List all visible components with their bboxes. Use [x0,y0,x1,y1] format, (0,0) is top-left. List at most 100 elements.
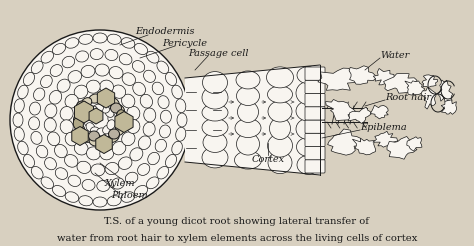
Ellipse shape [93,197,107,207]
Ellipse shape [137,164,150,175]
Polygon shape [374,68,395,85]
Ellipse shape [130,148,143,161]
Ellipse shape [53,43,65,55]
Ellipse shape [138,136,151,150]
Ellipse shape [84,117,92,126]
Ellipse shape [146,177,159,189]
Ellipse shape [122,132,135,146]
Ellipse shape [235,151,262,169]
Ellipse shape [268,101,292,122]
Ellipse shape [268,152,292,174]
Ellipse shape [93,33,107,43]
Ellipse shape [157,61,169,74]
Ellipse shape [82,180,95,191]
Ellipse shape [90,48,103,60]
Ellipse shape [60,107,73,121]
Ellipse shape [202,104,228,121]
Text: Root hair: Root hair [385,93,431,103]
Ellipse shape [202,119,228,137]
Text: Passage cell: Passage cell [188,48,248,58]
Ellipse shape [237,86,259,106]
Polygon shape [421,88,436,109]
Ellipse shape [133,82,146,95]
Ellipse shape [144,70,155,82]
Text: Xylem: Xylem [105,179,135,187]
FancyBboxPatch shape [305,160,325,173]
FancyBboxPatch shape [305,93,325,107]
Ellipse shape [23,154,35,168]
Ellipse shape [93,104,103,112]
Ellipse shape [89,131,100,141]
Ellipse shape [65,192,79,202]
Circle shape [10,30,190,210]
Ellipse shape [236,71,260,89]
Polygon shape [407,137,422,151]
Ellipse shape [89,94,101,103]
Ellipse shape [65,94,78,108]
Ellipse shape [266,67,293,88]
Ellipse shape [109,129,119,139]
Ellipse shape [112,85,126,98]
Ellipse shape [105,162,119,175]
Ellipse shape [95,64,109,76]
Ellipse shape [110,103,121,113]
Ellipse shape [73,117,83,130]
Polygon shape [441,100,456,114]
Ellipse shape [203,132,227,153]
Polygon shape [352,138,375,155]
FancyBboxPatch shape [305,120,325,133]
Ellipse shape [152,82,164,95]
Ellipse shape [108,132,119,142]
Ellipse shape [64,154,78,167]
Ellipse shape [202,86,228,109]
Ellipse shape [100,105,109,113]
Ellipse shape [74,142,88,155]
Polygon shape [383,73,417,93]
Ellipse shape [172,141,182,155]
Ellipse shape [267,134,292,157]
Ellipse shape [73,114,82,126]
Ellipse shape [29,102,41,115]
Text: water from root hair to xylem elements across the living cells of cortex: water from root hair to xylem elements a… [57,234,417,243]
Ellipse shape [109,67,123,79]
Ellipse shape [91,127,100,135]
Ellipse shape [237,133,259,155]
Polygon shape [349,66,376,84]
Ellipse shape [55,168,68,179]
Ellipse shape [86,123,95,132]
Ellipse shape [28,117,40,130]
Ellipse shape [146,51,159,63]
Ellipse shape [165,72,177,86]
Ellipse shape [202,72,228,93]
Ellipse shape [115,124,125,135]
Ellipse shape [122,73,136,85]
Text: Cortex: Cortex [251,155,284,165]
Ellipse shape [55,144,67,158]
FancyBboxPatch shape [305,107,325,120]
Ellipse shape [155,139,166,152]
Polygon shape [348,107,371,123]
Ellipse shape [75,105,85,116]
Ellipse shape [160,110,172,123]
Ellipse shape [76,101,88,111]
Ellipse shape [86,80,100,93]
Text: Epiblema: Epiblema [360,123,407,133]
Ellipse shape [267,86,292,103]
Polygon shape [387,137,417,159]
Ellipse shape [81,98,92,108]
Ellipse shape [202,147,228,168]
Ellipse shape [237,102,258,123]
Ellipse shape [41,75,52,88]
Ellipse shape [111,178,124,189]
FancyBboxPatch shape [305,67,325,80]
Ellipse shape [172,85,182,99]
Text: Phloem: Phloem [111,191,148,200]
Ellipse shape [112,141,126,155]
Ellipse shape [45,158,56,170]
FancyBboxPatch shape [305,133,325,147]
Ellipse shape [118,114,127,126]
Ellipse shape [108,113,116,123]
Ellipse shape [121,192,135,202]
Ellipse shape [158,96,169,108]
Ellipse shape [47,132,60,146]
